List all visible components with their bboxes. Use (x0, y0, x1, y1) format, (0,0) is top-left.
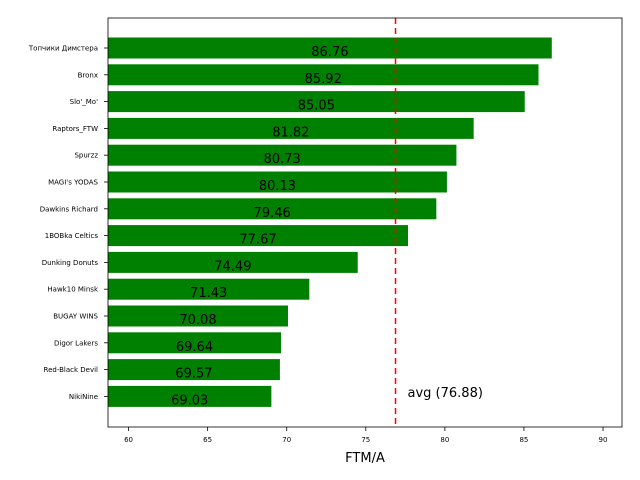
category-labels-group: Топчики Димстера Bronx Slo'_Mo' Raptors_FTW… (28, 45, 108, 401)
bar (108, 305, 288, 327)
category-label: Топчики Димстера (28, 45, 98, 53)
category-label: Digor Lakers (54, 339, 98, 347)
bar-value-label: 80.13 (259, 179, 296, 194)
bar-value-label: 80.73 (264, 152, 301, 167)
bar (108, 144, 457, 166)
bar-value-label: 85.05 (298, 99, 335, 114)
bar-value-label: 74.49 (214, 259, 251, 274)
category-label: NikiNine (69, 393, 98, 401)
bar-value-label: 85.92 (305, 72, 342, 87)
category-label: Bronx (78, 71, 98, 79)
plot-frame (107, 17, 623, 428)
average-label: avg (76.88) (408, 386, 483, 401)
bar (108, 91, 525, 113)
bar (108, 117, 474, 139)
plot-background (108, 18, 622, 427)
category-label: Raptors_FTW (52, 125, 98, 133)
category-label: Dawkins Richard (40, 205, 98, 213)
bar (108, 171, 447, 193)
bar (108, 251, 358, 273)
category-label: Dunking Donuts (42, 259, 99, 267)
x-tick-label: 70 (282, 436, 291, 444)
x-axis-title: FTM/A (345, 451, 385, 466)
category-label: Spurzz (74, 152, 98, 160)
x-tick-label: 80 (440, 436, 449, 444)
bar-value-label: 77.67 (239, 233, 276, 248)
bar (108, 359, 280, 381)
category-label: 1BOBka Celtics (45, 232, 99, 240)
category-label: Red-Black Devil (44, 366, 99, 374)
bar-value-label: 86.76 (311, 45, 348, 60)
category-label: BUGAY WINS (53, 313, 98, 321)
bar (108, 225, 409, 247)
x-tick-label: 60 (124, 436, 133, 444)
bar (108, 332, 282, 354)
x-tick-label: 85 (519, 436, 528, 444)
x-tick-label: 65 (203, 436, 212, 444)
x-tick-label: 90 (599, 436, 608, 444)
bar-value-label: 69.03 (171, 393, 208, 408)
bar-value-label: 71.43 (190, 286, 227, 301)
bar-value-label: 70.08 (179, 313, 216, 328)
category-label: Hawk10 Minsk (47, 286, 99, 294)
bar (108, 385, 272, 407)
bar-value-label: 79.46 (254, 206, 291, 221)
bar-value-label: 69.64 (176, 340, 213, 355)
x-ticks-group: 60 65 70 75 80 85 90 (124, 427, 607, 444)
bar-value-label: 81.82 (272, 125, 309, 140)
x-tick-label: 75 (361, 436, 370, 444)
bar (108, 37, 552, 59)
category-label: Slo'_Mo' (70, 98, 98, 106)
bar (108, 198, 437, 220)
bar (108, 278, 310, 300)
category-label: MAGI's YODAS (48, 179, 98, 187)
bars-group (108, 37, 552, 407)
value-labels-group: 86.76 85.92 85.05 81.82 80.73 80.13 79.46 77.67… (171, 45, 348, 408)
bar-value-label: 69.57 (175, 367, 212, 382)
bar (108, 64, 539, 86)
